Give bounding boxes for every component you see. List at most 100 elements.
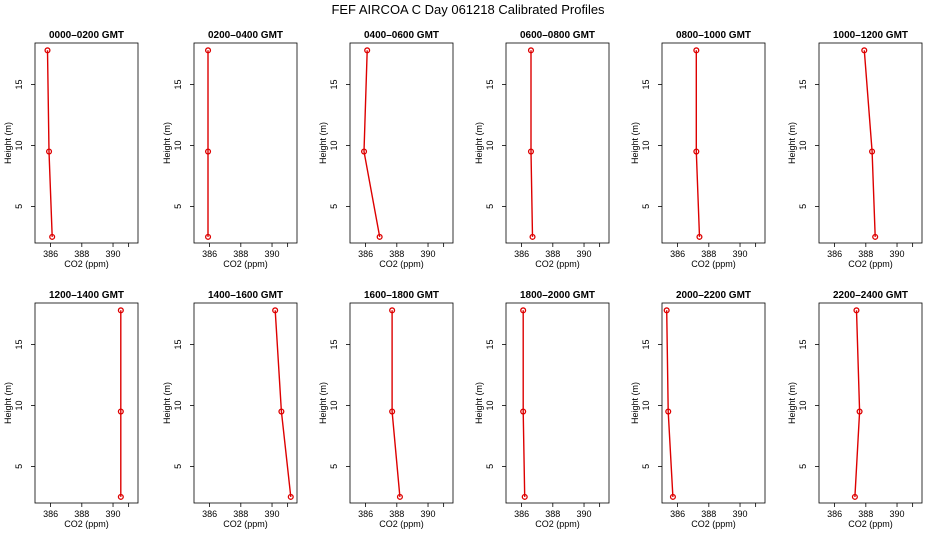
x-tick-label: 388: [701, 509, 716, 519]
y-tick-label: 15: [641, 339, 651, 349]
profile-line: [695, 50, 701, 237]
x-axis-label: CO2 (ppm): [691, 519, 736, 529]
x-axis-label: CO2 (ppm): [535, 519, 580, 529]
x-tick-label: 388: [389, 509, 404, 519]
x-tick-label: 386: [358, 249, 373, 259]
data-point: [396, 493, 403, 500]
y-tick-label: 10: [14, 140, 24, 150]
panel-title: 1800–2000 GMT: [520, 290, 595, 301]
data-point: [389, 408, 396, 415]
panel-title: 0400–0600 GMT: [364, 30, 439, 41]
y-tick-label: 15: [14, 339, 24, 349]
profile-line: [274, 310, 292, 497]
plot-frame: [193, 302, 298, 504]
x-tick-label: 386: [670, 509, 685, 519]
data-point: [376, 233, 383, 240]
data-point: [272, 307, 279, 314]
y-tick-label: 15: [641, 79, 651, 89]
plot-frame: [661, 42, 766, 244]
plot-frame: [349, 302, 454, 504]
x-tick-label: 386: [202, 509, 217, 519]
y-tick-label: 5: [641, 204, 651, 209]
y-tick-label: 5: [485, 204, 495, 209]
x-axis-label: CO2 (ppm): [223, 259, 268, 269]
y-axis-label: Height (m): [162, 382, 172, 424]
panel-title: 1600–1800 GMT: [364, 290, 439, 301]
x-tick-label: 390: [577, 509, 592, 519]
panel-title: 1400–1600 GMT: [208, 290, 283, 301]
x-tick-label: 390: [577, 249, 592, 259]
x-axis-label: CO2 (ppm): [691, 259, 736, 269]
x-axis-label: CO2 (ppm): [535, 259, 580, 269]
y-tick-label: 15: [485, 339, 495, 349]
x-tick-label: 388: [545, 249, 560, 259]
panel-title: 1000–1200 GMT: [833, 30, 908, 41]
x-tick-label: 388: [233, 509, 248, 519]
y-tick-label: 10: [641, 400, 651, 410]
x-tick-label: 386: [202, 249, 217, 259]
y-tick-label: 10: [14, 400, 24, 410]
x-tick-label: 390: [106, 249, 121, 259]
x-axis-label: CO2 (ppm): [223, 519, 268, 529]
y-axis-label: Height (m): [318, 382, 328, 424]
figure-title: FEF AIRCOA C Day 061218 Calibrated Profi…: [331, 2, 605, 17]
panel-title: 2200–2400 GMT: [833, 290, 908, 301]
x-tick-label: 390: [265, 249, 280, 259]
x-axis-label: CO2 (ppm): [379, 259, 424, 269]
data-point: [693, 148, 700, 155]
panel-title: 1200–1400 GMT: [49, 290, 124, 301]
y-axis-label: Height (m): [474, 382, 484, 424]
data-point: [204, 233, 212, 240]
data-point: [869, 148, 876, 155]
x-axis-label: CO2 (ppm): [379, 519, 424, 529]
plot-frame: [349, 42, 454, 244]
data-point: [663, 307, 670, 314]
data-point: [853, 307, 860, 314]
plot-frame: [505, 42, 610, 244]
y-axis-label: Height (m): [787, 122, 797, 164]
data-point: [278, 408, 285, 415]
x-tick-label: 386: [514, 509, 529, 519]
data-point: [693, 47, 700, 54]
x-tick-label: 386: [358, 509, 373, 519]
x-axis-label: CO2 (ppm): [64, 259, 109, 269]
data-point: [696, 233, 703, 240]
y-tick-label: 15: [798, 79, 808, 89]
data-point: [117, 493, 124, 500]
data-point: [872, 233, 879, 240]
data-point: [527, 148, 535, 155]
data-point: [44, 47, 51, 54]
plot-frame: [505, 302, 610, 504]
data-point: [389, 307, 396, 314]
y-tick-label: 15: [329, 79, 339, 89]
y-tick-label: 15: [14, 79, 24, 89]
panel-title: 0200–0400 GMT: [208, 30, 283, 41]
data-point: [665, 408, 672, 415]
y-tick-label: 10: [329, 400, 339, 410]
data-point: [45, 148, 53, 155]
profile-line: [863, 50, 876, 237]
data-point: [117, 307, 124, 314]
x-tick-label: 388: [858, 249, 873, 259]
y-tick-label: 15: [173, 79, 183, 89]
x-tick-label: 390: [421, 249, 436, 259]
x-tick-label: 388: [858, 509, 873, 519]
panel-title: 0000–0200 GMT: [49, 30, 124, 41]
panel-title: 0800–1000 GMT: [676, 30, 751, 41]
y-axis-label: Height (m): [630, 122, 640, 164]
panel-title: 0600–0800 GMT: [520, 30, 595, 41]
data-point: [204, 47, 212, 54]
plot-frame: [818, 302, 923, 504]
x-axis-label: CO2 (ppm): [848, 519, 893, 529]
x-tick-label: 390: [890, 249, 905, 259]
y-tick-label: 5: [798, 464, 808, 469]
data-point: [861, 47, 868, 54]
